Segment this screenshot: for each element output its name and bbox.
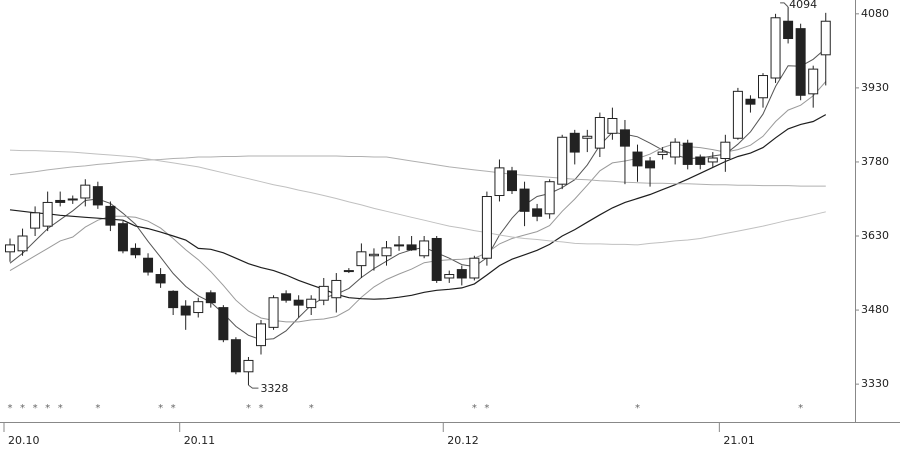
- annotation-leader: [780, 2, 789, 8]
- candle-body: [105, 205, 116, 226]
- signal-marker: *: [158, 403, 163, 414]
- candle-body: [42, 201, 53, 227]
- candle-body: [306, 298, 317, 309]
- candle-body: [218, 307, 229, 341]
- candle-body: [670, 141, 681, 158]
- annotation-leader: [248, 384, 259, 389]
- candle-body: [707, 157, 718, 163]
- y-tick-label: 3780: [861, 155, 889, 168]
- signal-marker: *: [33, 403, 38, 414]
- candle-body: [657, 151, 668, 156]
- signal-marker: *: [45, 403, 50, 414]
- candle-body: [594, 117, 605, 149]
- candle-body: [230, 339, 241, 373]
- signal-marker: *: [798, 403, 803, 414]
- candle-body: [130, 247, 141, 256]
- x-tick-label: 20.11: [184, 434, 216, 447]
- candle-body: [494, 167, 505, 197]
- candle-body: [356, 251, 367, 267]
- candle-body: [243, 359, 254, 373]
- candle-body: [205, 292, 216, 304]
- candle-body: [55, 199, 66, 203]
- signal-marker: *: [246, 403, 251, 414]
- candle-body: [155, 274, 166, 284]
- candle-body: [80, 184, 91, 199]
- candle-body: [368, 253, 379, 257]
- moving-average-line: [9, 114, 827, 300]
- candle-body: [732, 90, 743, 139]
- min-label: 3328: [260, 382, 288, 395]
- y-tick-label: 3480: [861, 303, 889, 316]
- candle-body: [607, 118, 618, 134]
- y-tick-label: 3330: [861, 377, 889, 390]
- candle-body: [569, 132, 580, 153]
- candle-body: [519, 188, 530, 212]
- candle-body: [406, 244, 417, 251]
- x-tick-label: 20.10: [8, 434, 40, 447]
- candle-body: [745, 98, 756, 105]
- candle-body: [394, 244, 405, 247]
- y-tick-label: 4080: [861, 7, 889, 20]
- candle-body: [619, 129, 630, 147]
- candle-body: [193, 301, 204, 314]
- candle-body: [17, 235, 28, 252]
- candle-body: [30, 212, 41, 229]
- candle-body: [557, 136, 568, 185]
- candle-body: [180, 305, 191, 316]
- signal-marker: *: [472, 403, 477, 414]
- max-label: 4094: [789, 0, 817, 11]
- candle-body: [695, 156, 706, 165]
- signal-marker: *: [8, 403, 13, 414]
- candle-body: [795, 28, 806, 96]
- candle-body: [331, 279, 342, 299]
- moving-average-line: [9, 155, 826, 187]
- candle-body: [507, 170, 517, 192]
- candle-body: [281, 293, 292, 301]
- signal-marker: *: [58, 403, 63, 414]
- candle-body: [431, 237, 442, 281]
- candle-body: [5, 244, 15, 253]
- candle-body: [92, 186, 103, 206]
- candle-body: [168, 290, 179, 309]
- candle-body: [419, 240, 430, 257]
- signal-marker: *: [309, 403, 314, 414]
- candle-body: [481, 196, 492, 259]
- candle-body: [532, 208, 543, 217]
- candle-body: [645, 160, 656, 169]
- candle-body: [582, 135, 593, 139]
- signal-marker: *: [95, 403, 100, 414]
- candle-body: [268, 297, 279, 328]
- x-tick-label: 21.01: [723, 434, 755, 447]
- candle-body: [808, 68, 819, 95]
- candle-body: [469, 257, 480, 279]
- candle-body: [343, 270, 354, 273]
- candle-body: [758, 75, 768, 99]
- candle-body: [143, 257, 154, 273]
- candle-body: [444, 274, 455, 279]
- signal-marker: *: [20, 403, 25, 414]
- x-tick-label: 20.12: [447, 434, 479, 447]
- candle-body: [67, 198, 78, 201]
- signal-marker: *: [484, 403, 489, 414]
- candle-body: [117, 223, 128, 252]
- candle-body: [770, 17, 781, 79]
- candle-body: [456, 269, 467, 279]
- signal-marker: *: [635, 403, 640, 414]
- candle-body: [682, 142, 693, 165]
- y-tick-label: 3630: [861, 229, 889, 242]
- candle-body: [820, 20, 831, 56]
- candle-body: [256, 323, 266, 347]
- candle-body: [632, 151, 643, 167]
- y-tick-label: 3930: [861, 81, 889, 94]
- candle-body: [720, 141, 731, 159]
- candle-body: [544, 181, 555, 215]
- candle-body: [381, 247, 392, 257]
- candle-body: [783, 20, 794, 40]
- signal-marker: *: [171, 403, 176, 414]
- candle-body: [293, 299, 304, 306]
- signal-marker: *: [259, 403, 264, 414]
- moving-average-line: [9, 149, 826, 246]
- candle-body: [318, 285, 329, 301]
